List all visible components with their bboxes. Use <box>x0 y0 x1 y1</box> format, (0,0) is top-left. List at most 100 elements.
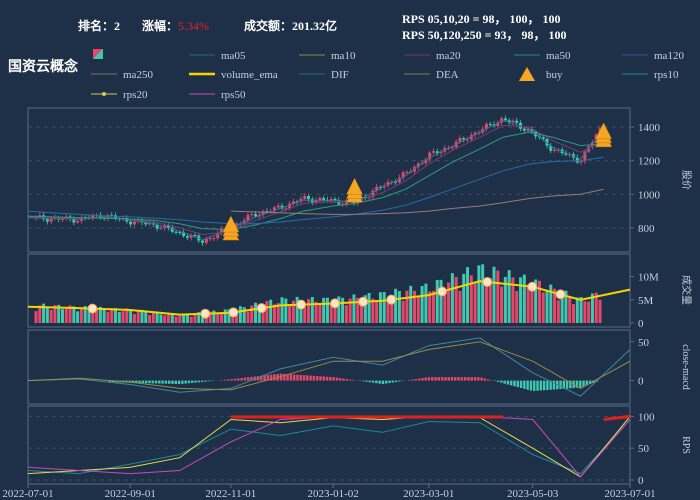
volume-bar <box>344 305 348 323</box>
candle <box>91 215 95 219</box>
legend-item: ma10 <box>299 50 356 62</box>
macd-bar <box>289 374 293 381</box>
candle <box>473 132 477 136</box>
candle <box>72 218 76 223</box>
macd-bar <box>588 380 592 385</box>
macd-bar <box>533 380 536 391</box>
macd-bar <box>345 379 348 381</box>
rps-ylabel: RPS <box>680 436 691 454</box>
volume-bar <box>488 277 492 323</box>
volume-bar <box>57 304 61 323</box>
macd-bar <box>194 380 197 383</box>
volume-bar <box>208 311 212 323</box>
macd-bar <box>131 380 135 383</box>
volume-signal-dot <box>386 294 397 305</box>
legend-item: ma250 <box>91 69 153 81</box>
candle <box>583 151 587 162</box>
volume-bar <box>439 279 443 323</box>
volume-bar <box>537 280 541 323</box>
volume-bar <box>201 313 205 323</box>
volume-bar <box>95 308 99 323</box>
macd-bar <box>207 380 210 382</box>
price-tick-label: 800 <box>638 223 655 235</box>
volume-bar <box>371 298 375 323</box>
candle <box>299 198 303 202</box>
volume-bar <box>151 312 155 323</box>
candle <box>178 231 182 233</box>
macd-bar <box>431 377 434 381</box>
macd-bar <box>263 375 266 381</box>
macd-bar <box>352 379 355 381</box>
volume-bar <box>155 311 159 323</box>
volume-bar <box>299 299 303 323</box>
volume-bar <box>511 277 515 323</box>
macd-bar <box>256 376 260 381</box>
macd-bar <box>444 377 447 381</box>
macd-bar <box>332 377 335 381</box>
volume-bar <box>435 279 439 323</box>
x-tick-label: 2022-11-01 <box>205 488 256 500</box>
candle <box>466 139 470 141</box>
macd-bar <box>542 380 546 391</box>
legend-label: DEA <box>436 69 459 81</box>
macd-bar <box>158 380 161 384</box>
macd-bar <box>299 374 302 381</box>
line-rps10 <box>27 419 631 475</box>
candle <box>428 152 432 160</box>
candle <box>318 197 322 201</box>
candle <box>132 221 136 225</box>
volume-bar <box>174 316 178 323</box>
volume-bar <box>110 308 114 323</box>
macd-bar <box>220 380 224 381</box>
volume-bar <box>212 310 216 323</box>
price-tick-label: 1400 <box>638 122 661 134</box>
candle <box>148 222 152 225</box>
volume-bar <box>458 290 462 323</box>
macd-bar <box>335 377 339 381</box>
volume-bar <box>227 309 231 323</box>
volume-bar <box>503 276 507 323</box>
candle <box>265 211 269 213</box>
rps-strong-band <box>603 414 631 422</box>
candle <box>469 135 473 140</box>
volume-bar <box>541 292 545 323</box>
volume-bar <box>348 298 352 323</box>
macd-bar <box>408 380 411 381</box>
volume-bar <box>416 297 420 323</box>
volume-bar <box>166 313 170 323</box>
candle <box>378 186 382 188</box>
macd-bar <box>582 380 585 387</box>
candle <box>458 138 462 142</box>
volume-bar <box>522 274 526 323</box>
macd-bar <box>167 380 171 384</box>
volume-bar <box>337 296 341 323</box>
candle <box>462 138 466 140</box>
macd-bar <box>569 380 572 389</box>
volume-bar <box>572 304 576 323</box>
macd-bar <box>108 380 112 383</box>
volume-bar <box>401 300 405 323</box>
volume-bar <box>276 303 280 323</box>
candle <box>155 224 159 229</box>
volume-bar <box>250 305 254 323</box>
volume-bar <box>231 312 235 323</box>
change-label: 涨幅： <box>142 19 179 33</box>
macd-bar <box>375 380 378 384</box>
volume-bar <box>394 288 398 323</box>
candle <box>397 177 401 183</box>
candle <box>185 236 189 238</box>
volume-bar <box>375 300 379 323</box>
candle <box>503 118 507 121</box>
legend-item: buy <box>519 67 563 81</box>
legend-item: volume_ema <box>189 69 278 81</box>
macd-bar <box>454 377 457 381</box>
macd-bar <box>296 374 299 381</box>
macd-bar <box>385 380 388 384</box>
amount-value: 201.32亿 <box>292 19 338 33</box>
volume-bar <box>329 303 333 323</box>
volume-bar <box>45 307 49 323</box>
volume-bar <box>182 313 186 323</box>
macd-bar <box>230 379 233 381</box>
candle <box>208 238 212 240</box>
volume-bar <box>159 314 163 323</box>
